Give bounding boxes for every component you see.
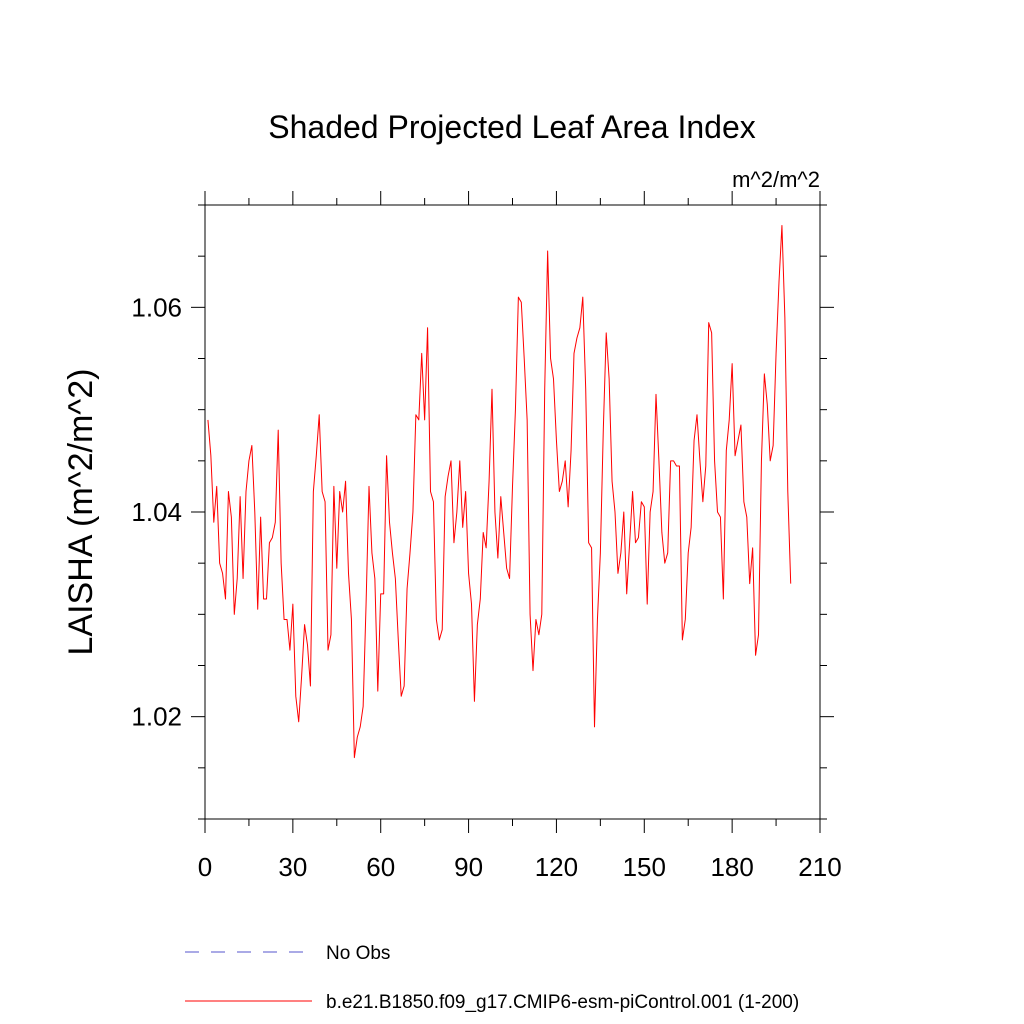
legend: No Obs b.e21.B1850.f09_g17.CMIP6-esm-piC… — [185, 943, 799, 1013]
x-axis-ticks: 0 30 60 90 120 150 180 210 — [198, 191, 842, 882]
legend-label-model-run: b.e21.B1850.f09_g17.CMIP6-esm-piControl.… — [326, 992, 799, 1013]
x-tick-label: 30 — [278, 852, 307, 882]
y-axis-label: LAISHA (m^2/m^2) — [62, 369, 100, 656]
units-label: m^2/m^2 — [732, 167, 820, 192]
y-axis-ticks: 1.02 1.04 1.06 — [131, 204, 834, 820]
x-tick-label: 60 — [366, 852, 395, 882]
plot-border — [204, 204, 821, 820]
series-line — [207, 224, 792, 759]
x-tick-label: 0 — [198, 852, 212, 882]
y-tick-label: 1.02 — [131, 702, 182, 732]
y-tick-label: 1.04 — [131, 497, 182, 527]
x-tick-label: 210 — [798, 852, 841, 882]
x-tick-label: 150 — [623, 852, 666, 882]
y-tick-label: 1.06 — [131, 292, 182, 322]
x-tick-label: 120 — [535, 852, 578, 882]
plot-frame — [204, 204, 821, 820]
x-tick-label: 180 — [710, 852, 753, 882]
legend-label-no-obs: No Obs — [326, 943, 390, 964]
chart-title: Shaded Projected Leaf Area Index — [268, 109, 755, 145]
series-layer — [207, 224, 792, 759]
x-tick-label: 90 — [454, 852, 483, 882]
